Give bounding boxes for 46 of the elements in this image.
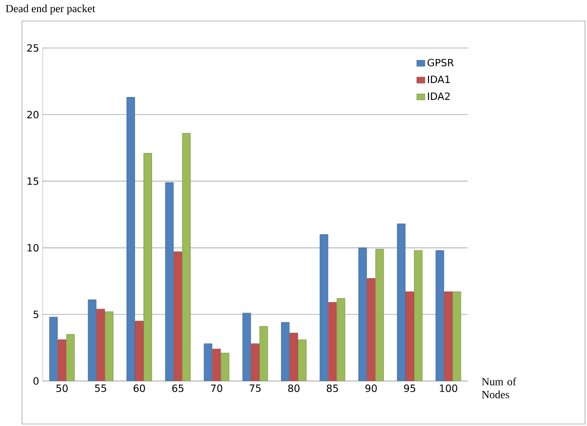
x-tick-label: 90 [365,384,377,392]
x-tick-label: 70 [211,384,222,392]
y-tick-label: 0 [33,377,39,385]
bar [242,312,251,381]
bar [444,292,453,381]
bar [436,250,444,381]
legend-label: GPSR [428,58,454,66]
legend-label: IDA2 [428,92,450,100]
bar [96,308,105,381]
x-tick-label: 55 [95,384,106,392]
legend-label: IDA1 [428,76,450,83]
bar [135,320,144,381]
x-tick-label: 85 [326,384,338,392]
bar [250,344,260,381]
bar [259,326,268,381]
y-tick-label: 25 [27,44,38,52]
bar [375,248,384,381]
bar [290,332,298,381]
x-tick-label: 60 [134,384,145,392]
x-tick-label: 100 [440,384,458,392]
bar [406,292,414,381]
x-tick-label: 80 [288,384,300,392]
bar [298,340,307,381]
bar [174,252,182,381]
bar [104,312,114,381]
x-tick-label: 65 [172,384,184,392]
bar [182,133,191,381]
bar [358,248,367,381]
y-tick-label: 15 [28,177,38,185]
x-axis-title: Num of Nodes [482,378,516,398]
y-tick-label: 20 [27,110,39,118]
bar [452,292,462,381]
bar [414,250,422,381]
y-tick-label: 10 [28,244,39,252]
x-tick-label: 50 [56,384,68,392]
y-tick-label: 5 [34,310,38,318]
bar [126,97,135,381]
bar [366,278,376,381]
x-tick-label: 75 [250,384,261,392]
y-axis-title: Dead end per packet [6,4,96,14]
bar [397,224,406,381]
bar [144,153,152,381]
bar [88,300,96,381]
bar [281,322,290,381]
x-tick-label: 95 [404,384,416,392]
bar [165,182,174,381]
